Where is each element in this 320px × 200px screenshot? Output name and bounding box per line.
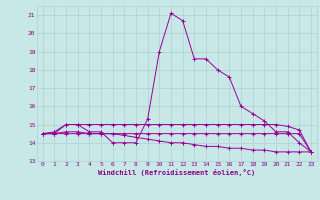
X-axis label: Windchill (Refroidissement éolien,°C): Windchill (Refroidissement éolien,°C): [98, 169, 255, 176]
